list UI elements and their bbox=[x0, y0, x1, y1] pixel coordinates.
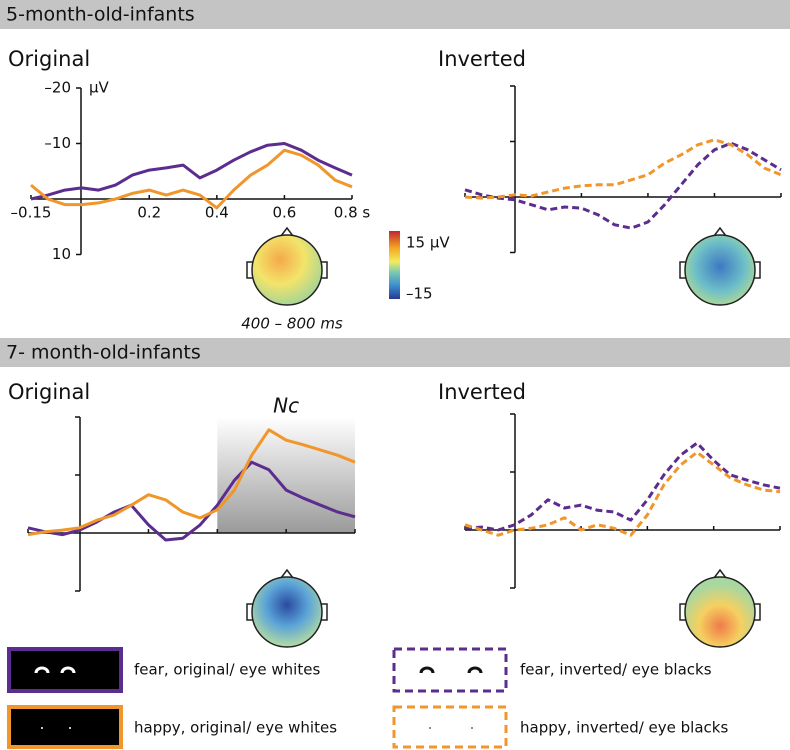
series-line bbox=[465, 140, 781, 198]
x-tick-label: 0.6 bbox=[272, 204, 296, 222]
y-tick-label: –10 bbox=[44, 134, 71, 152]
time-window: 400 – 800 ms bbox=[241, 315, 343, 333]
y-axis-label: µV bbox=[89, 79, 110, 97]
colorbar-label: –15 bbox=[406, 285, 433, 303]
colorbar-label: 15 µV bbox=[406, 234, 450, 252]
panel-title: Original bbox=[8, 380, 90, 404]
panel-title: Inverted bbox=[438, 380, 526, 404]
annotation: Nc bbox=[273, 394, 299, 418]
series-line bbox=[465, 452, 780, 535]
section-title: 7- month-old-infants bbox=[6, 342, 201, 364]
panel-title: Original bbox=[8, 47, 90, 71]
colorbar bbox=[389, 231, 400, 299]
panel-title: Inverted bbox=[438, 47, 526, 71]
series-line bbox=[31, 144, 352, 200]
y-tick-label: –20 bbox=[44, 79, 71, 97]
legend: fear, original/ eye whites happy, origin… bbox=[9, 649, 728, 747]
series-line bbox=[465, 443, 780, 530]
panel bbox=[465, 414, 780, 588]
panel: Nc bbox=[28, 394, 355, 592]
legend-label: happy, original/ eye whites bbox=[134, 719, 337, 737]
section-title: 5-month-old-infants bbox=[6, 4, 195, 26]
x-tick-label: –0.15 bbox=[11, 204, 52, 222]
legend-label: fear, inverted/ eye blacks bbox=[520, 661, 712, 679]
panel bbox=[465, 86, 781, 253]
legend-label: fear, original/ eye whites bbox=[134, 661, 320, 679]
x-tick-label: 0.8 s bbox=[334, 204, 371, 222]
y-tick-label: 10 bbox=[52, 245, 71, 263]
x-tick-label: 0.2 bbox=[137, 204, 161, 222]
figure: 5-month-old-infants 7- month-old-infants… bbox=[0, 0, 790, 750]
legend-label: happy, inverted/ eye blacks bbox=[520, 719, 728, 737]
series-line bbox=[465, 143, 781, 228]
